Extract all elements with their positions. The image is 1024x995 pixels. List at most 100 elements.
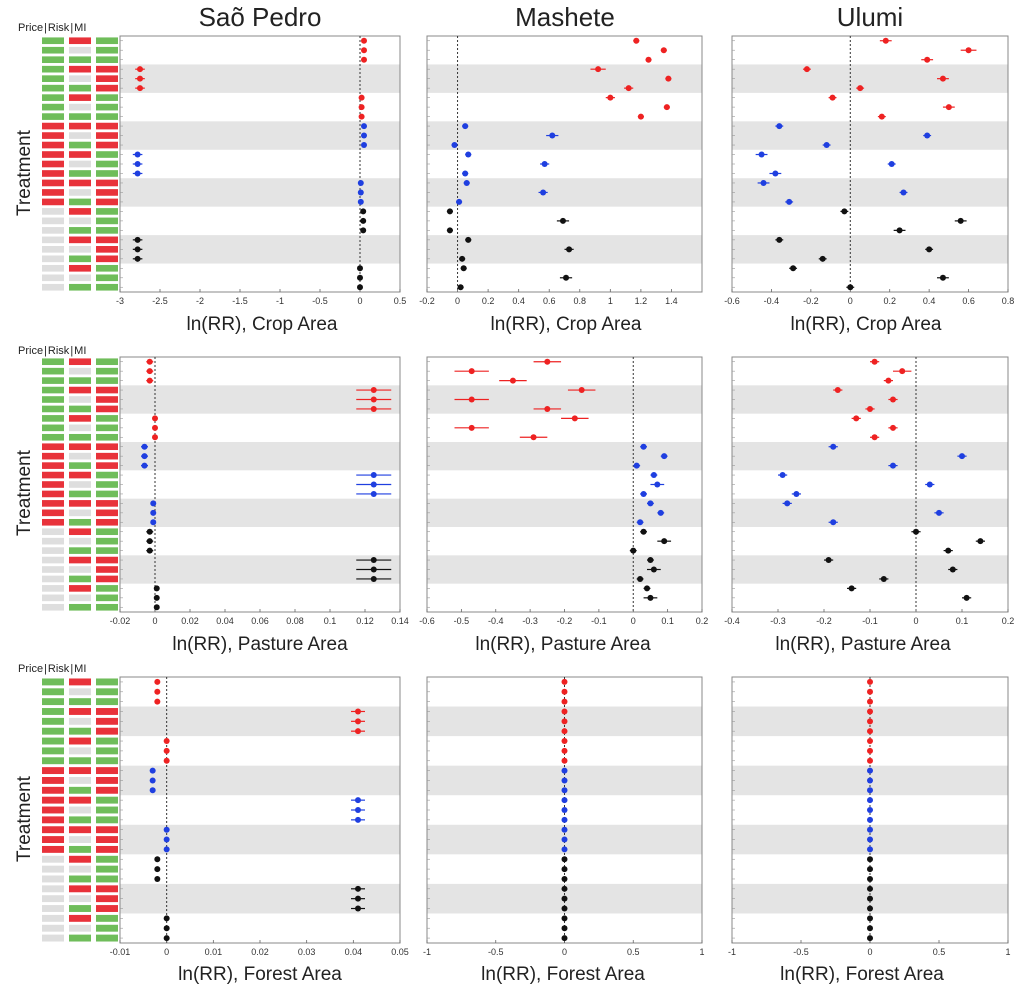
- x-tick-label: -0.4: [764, 296, 780, 306]
- treatment-cell: [42, 141, 64, 149]
- data-point: [541, 161, 548, 167]
- data-point: [561, 875, 568, 882]
- data-point: [936, 509, 942, 516]
- data-point: [867, 678, 873, 685]
- treatment-cell: [69, 875, 91, 883]
- treatment-cell: [42, 905, 64, 912]
- data-point: [134, 236, 141, 243]
- data-point: [867, 738, 873, 745]
- data-point: [779, 472, 786, 479]
- treatment-cell: [42, 94, 64, 101]
- x-tick-label: -0.2: [419, 296, 435, 306]
- data-point: [163, 747, 170, 754]
- treatment-cell: [42, 885, 64, 893]
- data-point: [150, 509, 157, 516]
- treatment-cell: [96, 462, 118, 469]
- data-point: [134, 246, 141, 253]
- treatment-cell: [42, 594, 64, 602]
- treatment-cell: [96, 885, 118, 893]
- x-axis-label-pasture-sao-pedro: ln(RR), Pasture Area: [172, 634, 348, 655]
- data-point: [141, 462, 148, 469]
- treatment-cell: [96, 845, 118, 853]
- x-tick-label: 0.04: [216, 616, 234, 626]
- treatment-cell: [96, 377, 118, 384]
- data-point: [657, 509, 664, 516]
- treatment-cell: [69, 94, 91, 101]
- shaded-band: [120, 765, 400, 796]
- x-tick-label: 0.4: [923, 296, 936, 306]
- data-point: [867, 718, 873, 725]
- legend-mi: MI: [74, 345, 87, 357]
- data-point: [803, 66, 810, 73]
- data-point: [153, 594, 160, 601]
- data-point: [867, 688, 873, 695]
- data-point: [660, 47, 667, 54]
- treatment-cell: [96, 905, 118, 912]
- x-tick-label: 0.1: [661, 616, 674, 626]
- data-point: [544, 405, 551, 412]
- data-point: [561, 688, 568, 695]
- shaded-band: [120, 385, 400, 414]
- data-point: [977, 538, 984, 545]
- treatment-cell: [96, 500, 118, 507]
- treatment-cell: [42, 556, 64, 564]
- data-point: [963, 594, 970, 601]
- treatment-cell: [42, 500, 64, 507]
- data-point: [926, 481, 933, 488]
- data-point: [163, 846, 170, 853]
- treatment-cell: [42, 160, 64, 168]
- treatment-cell: [96, 264, 118, 272]
- treatment-cell: [69, 688, 91, 696]
- treatment-cell: [96, 575, 118, 583]
- legend-header-row1: Price|Risk|MI: [18, 22, 86, 34]
- treatment-cell: [96, 208, 118, 215]
- data-point: [900, 189, 907, 196]
- treatment-cell: [42, 924, 64, 932]
- shaded-band: [732, 235, 1008, 264]
- data-point: [153, 604, 160, 611]
- treatment-cell: [69, 227, 91, 234]
- treatment-cell: [42, 274, 64, 282]
- data-point: [640, 528, 647, 535]
- data-point: [633, 37, 640, 44]
- x-tick-label: -2.5: [152, 296, 168, 306]
- data-point: [867, 895, 873, 902]
- data-point: [867, 708, 873, 715]
- data-point: [899, 368, 906, 375]
- data-point: [561, 925, 568, 932]
- x-tick-label: -1.5: [232, 296, 248, 306]
- data-point: [661, 453, 668, 460]
- treatment-cell: [69, 377, 91, 384]
- data-point: [561, 866, 568, 873]
- treatment-cell: [96, 776, 118, 784]
- data-point: [355, 718, 361, 725]
- treatment-cell: [69, 767, 91, 775]
- treatment-cell: [69, 836, 91, 844]
- data-point: [790, 265, 797, 272]
- x-axis-label-crop-sao-pedro: ln(RR), Crop Area: [186, 314, 338, 335]
- data-point: [370, 405, 377, 412]
- treatment-cell: [96, 132, 118, 139]
- data-point: [867, 787, 873, 794]
- treatment-cell: [42, 934, 64, 942]
- treatment-cell: [96, 160, 118, 168]
- x-tick-label: 0.2: [883, 296, 896, 306]
- treatment-cell: [42, 56, 64, 64]
- treatment-cell: [69, 274, 91, 282]
- shaded-band: [427, 498, 702, 527]
- treatment-cell: [42, 37, 64, 45]
- treatment-cell: [42, 826, 64, 834]
- treatment-cell: [69, 806, 91, 814]
- legend-separator: |: [70, 22, 74, 34]
- data-point: [137, 75, 143, 82]
- shaded-band: [120, 235, 400, 264]
- data-point: [355, 708, 361, 715]
- x-tick-label: 0.2: [482, 296, 495, 306]
- treatment-cell: [69, 826, 91, 834]
- x-tick-label: 1: [608, 296, 613, 306]
- treatment-cell: [96, 170, 118, 177]
- treatment-cell: [96, 678, 118, 686]
- treatment-cell: [96, 934, 118, 942]
- data-point: [867, 816, 873, 823]
- treatment-cell: [69, 500, 91, 507]
